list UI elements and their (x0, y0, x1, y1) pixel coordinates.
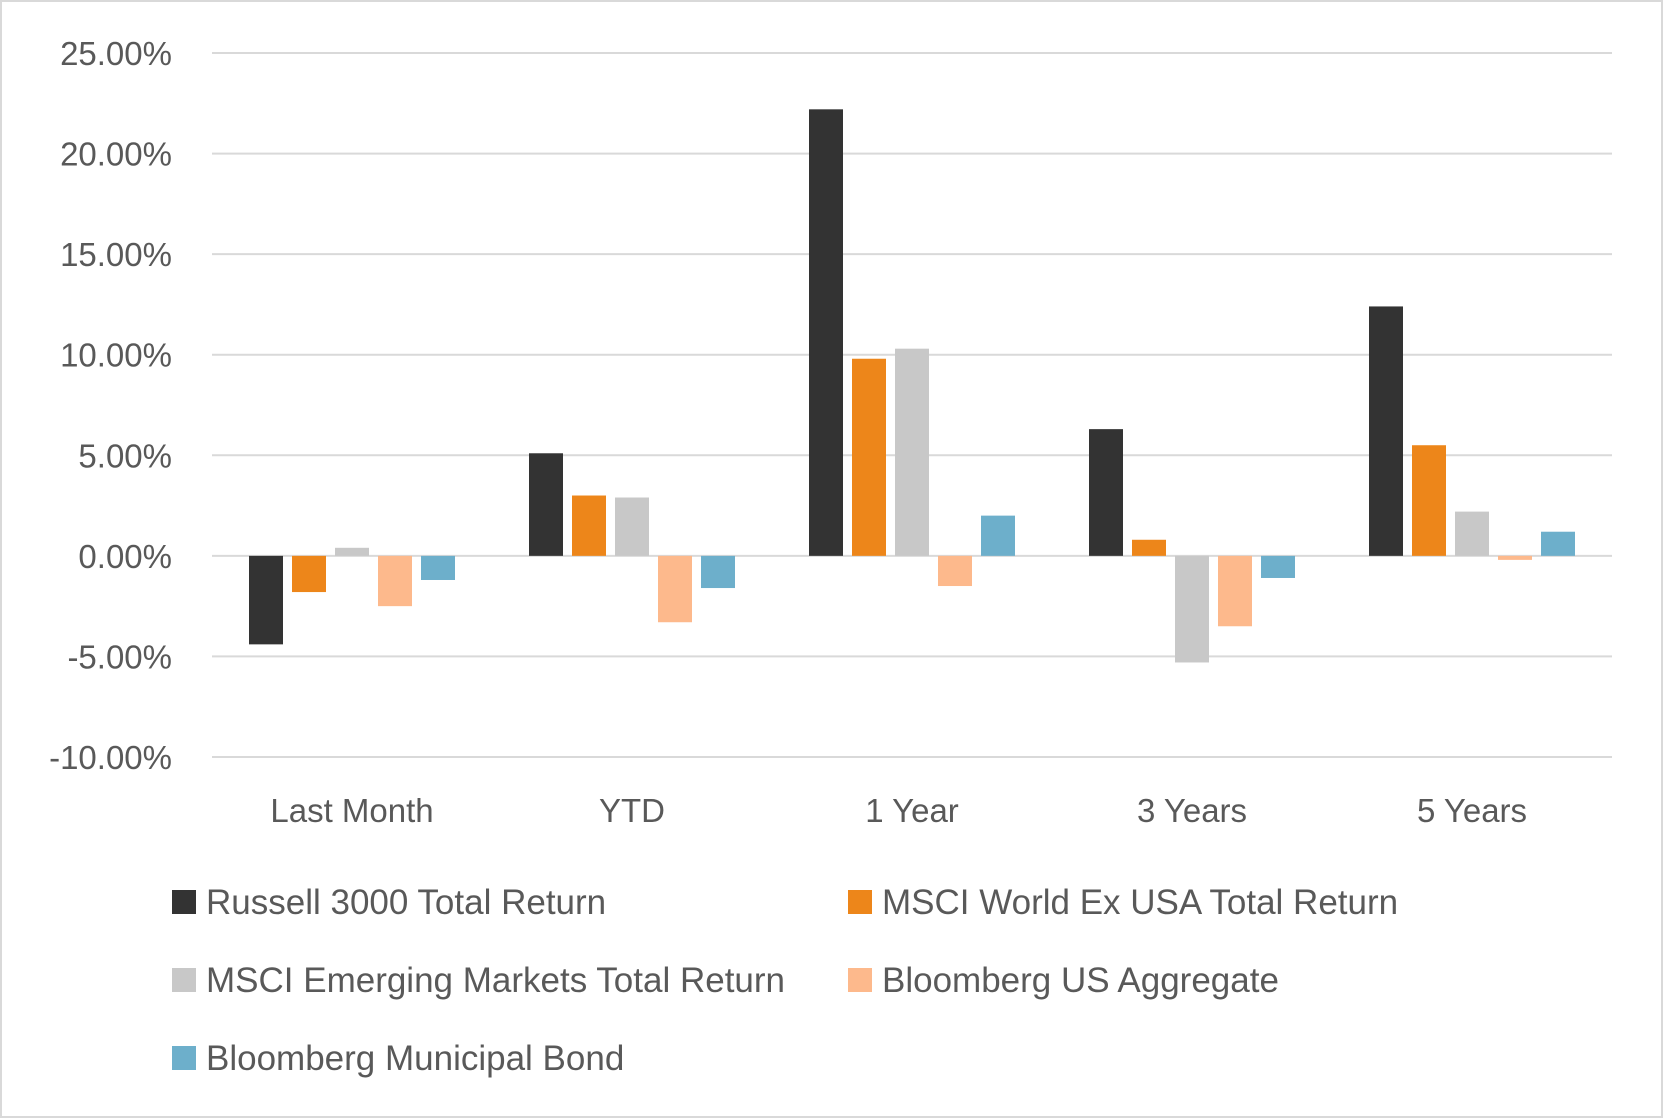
y-tick-label: -5.00% (67, 638, 172, 675)
y-tick-label: 25.00% (60, 35, 172, 72)
bar (1218, 555, 1252, 627)
bar (529, 453, 563, 556)
legend-label: Russell 3000 Total Return (206, 883, 606, 922)
bars (249, 109, 1575, 663)
y-tick-label: 10.00% (60, 337, 172, 374)
bar (1132, 539, 1166, 556)
bar (1089, 429, 1123, 556)
y-tick-label: 15.00% (60, 236, 172, 273)
y-tick-label: 5.00% (78, 437, 172, 474)
x-axis-category-labels: Last Month YTD 1 Year 3 Years 5 Years (270, 792, 1527, 829)
legend-label: MSCI Emerging Markets Total Return (206, 961, 785, 1000)
legend-swatch (848, 890, 872, 914)
bar (572, 495, 606, 556)
bar (895, 348, 929, 556)
bar (1369, 306, 1403, 556)
y-tick-label: -10.00% (49, 739, 172, 776)
legend-swatch (172, 968, 196, 992)
legend-swatch (172, 890, 196, 914)
bar (335, 547, 369, 556)
x-category-label: Last Month (270, 792, 433, 829)
bar (1175, 555, 1209, 663)
bar (1498, 555, 1532, 560)
y-tick-label: 20.00% (60, 136, 172, 173)
bar (1541, 531, 1575, 556)
bar (701, 555, 735, 589)
bar (378, 555, 412, 607)
x-category-label: 3 Years (1137, 792, 1247, 829)
bar (809, 109, 843, 556)
bar (249, 555, 283, 645)
bar (292, 555, 326, 593)
legend-swatch (848, 968, 872, 992)
y-tick-label: 0.00% (78, 538, 172, 575)
legend-label: MSCI World Ex USA Total Return (882, 883, 1398, 922)
bar (852, 358, 886, 556)
legend-label: Bloomberg Municipal Bond (206, 1039, 624, 1078)
x-category-label: 5 Years (1417, 792, 1527, 829)
bar (981, 515, 1015, 556)
y-axis-tick-labels: -10.00% -5.00% 0.00% 5.00% 10.00% 15.00% 20.00… (49, 35, 172, 776)
bar (421, 555, 455, 580)
bar (658, 555, 692, 623)
legend-label: Bloomberg US Aggregate (882, 961, 1279, 1000)
bar (1455, 511, 1489, 556)
bar (1261, 555, 1295, 578)
bar (615, 497, 649, 556)
legend: Russell 3000 Total Return MSCI World Ex U… (172, 883, 1398, 1078)
x-category-label: YTD (599, 792, 665, 829)
bar (1412, 445, 1446, 556)
bar (938, 555, 972, 587)
x-category-label: 1 Year (865, 792, 959, 829)
legend-swatch (172, 1046, 196, 1070)
